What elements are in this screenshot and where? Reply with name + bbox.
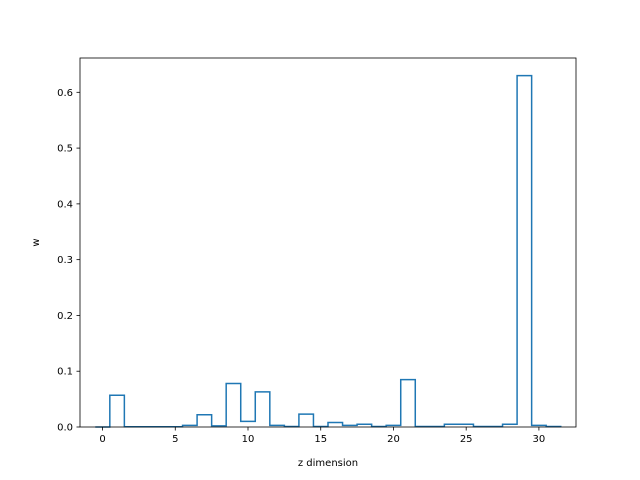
x-tick-label: 10 [242,434,255,445]
y-axis-label: w [31,238,42,246]
x-tick-label: 5 [172,434,178,445]
x-tick-label: 15 [314,434,327,445]
y-tick-label: 0.1 [57,367,73,378]
y-tick-label: 0.6 [57,88,73,99]
x-axis-ticks: 0 5 10 15 20 25 30 [99,427,545,445]
histogram-outline [95,74,562,428]
axes-frame [79,57,577,428]
plot-area [95,74,562,428]
x-tick-label: 20 [387,434,400,445]
x-tick-label: 25 [460,434,473,445]
x-tick-label: 30 [533,434,546,445]
y-tick-label: 0.0 [57,423,73,434]
x-tick-label: 0 [99,434,105,445]
y-tick-label: 0.3 [57,255,73,266]
y-tick-label: 0.5 [57,144,73,155]
x-axis-label: z dimension [298,458,358,469]
y-tick-label: 0.2 [57,311,73,322]
y-tick-label: 0.4 [57,199,73,210]
y-axis-ticks: 0.0 0.1 0.2 0.3 0.4 0.5 0.6 [57,88,80,434]
